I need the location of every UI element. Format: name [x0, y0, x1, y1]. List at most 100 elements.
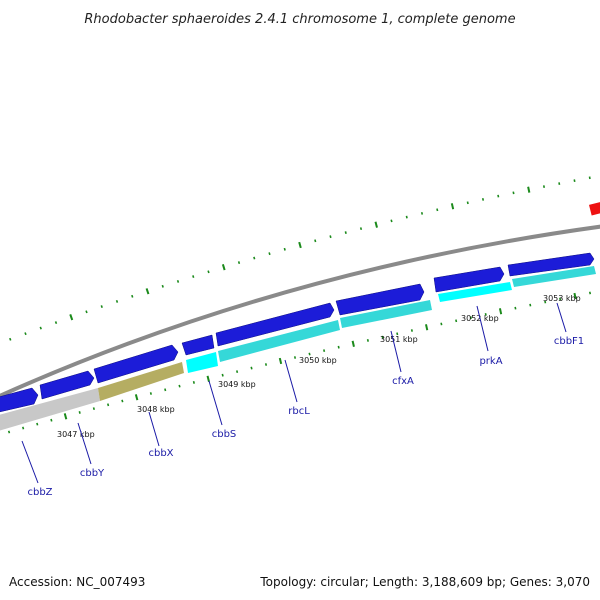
tick-mark [293, 356, 297, 359]
tick-mark [134, 394, 139, 401]
tick-mark [7, 430, 11, 434]
tick-mark [115, 299, 119, 303]
tick-mark [512, 191, 515, 195]
tick-mark [39, 326, 42, 330]
gene-labels: cbbZ cbbY cbbX cbbS rbcL cfxA prkA cbbF1 [27, 336, 584, 498]
tick-mark [366, 339, 369, 342]
gene-label-cbbY: cbbY [80, 468, 105, 479]
tick-mark [149, 392, 152, 395]
forward-gene-5 [215, 302, 335, 347]
tick-mark [498, 308, 503, 315]
tick-mark [544, 300, 547, 304]
tick-mark [192, 381, 195, 384]
tick-mark [69, 314, 74, 321]
tick-mark [50, 418, 53, 422]
kbp-label: 3050 kbp [299, 356, 337, 365]
forward-gene-3 [93, 344, 179, 384]
leader-line [208, 380, 223, 426]
tick-mark [450, 203, 455, 210]
tick-mark [314, 239, 317, 243]
reverse-gene-rbcL [218, 320, 340, 362]
tick-mark [308, 352, 311, 356]
tick-mark [278, 357, 283, 365]
kbp-label: 3047 kbp [57, 430, 95, 439]
tick-mark [455, 319, 458, 323]
tick-mark [22, 426, 25, 430]
tick-mark [329, 235, 332, 239]
kbp-label: 3051 kbp [380, 335, 418, 344]
gene-label-prkA: prkA [479, 356, 502, 367]
tick-mark [85, 310, 88, 314]
feature-marker-red [588, 201, 600, 216]
reverse-strand-genes [0, 266, 596, 431]
accession-text: Accession: NC_007493 [9, 575, 145, 589]
leader-line [556, 302, 567, 333]
tick-mark [359, 227, 363, 231]
tick-mark [131, 294, 134, 298]
tick-mark [396, 332, 399, 336]
tick-mark [337, 345, 340, 349]
tick-mark [92, 407, 95, 411]
tick-mark [207, 270, 210, 274]
gene-label-cbbZ: cbbZ [27, 487, 52, 498]
forward-gene-4 [181, 334, 215, 356]
tick-mark [497, 194, 500, 198]
tick-mark [573, 292, 577, 300]
gene-label-cbbX: cbbX [148, 448, 173, 459]
tick-mark [9, 337, 12, 341]
tick-mark [323, 349, 326, 352]
gene-label-cbbF1: cbbF1 [554, 336, 584, 347]
forward-gene-2 [39, 370, 95, 400]
leader-line [284, 359, 298, 403]
tick-mark [237, 261, 241, 265]
tick-mark [63, 413, 68, 420]
forward-gene-7 [433, 266, 505, 293]
tick-mark [436, 208, 439, 212]
leader-line [390, 330, 402, 373]
tick-mark [164, 388, 167, 392]
tick-mark [206, 375, 210, 382]
reverse-gene-cfxA [340, 300, 432, 328]
tick-mark [107, 403, 110, 407]
gene-leader-lines [21, 302, 567, 484]
topology-summary: Topology: circular; Length: 3,188,609 bp… [259, 575, 590, 589]
kbp-label: 3048 kbp [137, 405, 175, 414]
gene-label-rbcL: rbcL [288, 406, 310, 417]
tick-mark [192, 275, 195, 279]
forward-gene-1 [0, 387, 39, 413]
tick-mark [54, 321, 58, 325]
tick-mark [176, 279, 180, 283]
leader-line [21, 440, 39, 484]
tick-mark [298, 241, 302, 249]
kbp-label: 3053 kbp [543, 294, 581, 303]
tick-track-minor [7, 291, 592, 434]
tick-mark [351, 340, 355, 347]
tick-mark [466, 201, 469, 205]
forward-strand-genes [0, 252, 595, 413]
tick-mark [440, 322, 443, 326]
tick-mark [264, 363, 268, 366]
chromosome-backbone [0, 224, 600, 398]
tick-mark [374, 221, 378, 228]
leader-line [476, 305, 489, 352]
reverse-gene-cbbF1 [512, 266, 596, 287]
reverse-gene-cbbS [186, 352, 218, 373]
tick-mark [410, 329, 413, 332]
tick-mark [236, 370, 239, 374]
gene-label-cfxA: cfxA [392, 376, 414, 387]
leader-line [77, 422, 92, 465]
tick-mark [484, 313, 487, 316]
tick-mark [121, 399, 124, 403]
tick-mark [381, 335, 384, 339]
reverse-gene-prkA [438, 282, 512, 302]
tick-mark [250, 366, 253, 370]
tick-mark [178, 384, 181, 388]
tick-track-outer [9, 176, 591, 341]
tick-mark [78, 411, 81, 414]
tick-mark [100, 305, 103, 309]
tick-mark [161, 284, 164, 288]
tick-mark [514, 306, 517, 310]
reverse-gene-cbbY [0, 388, 100, 431]
tick-mark [268, 252, 271, 256]
